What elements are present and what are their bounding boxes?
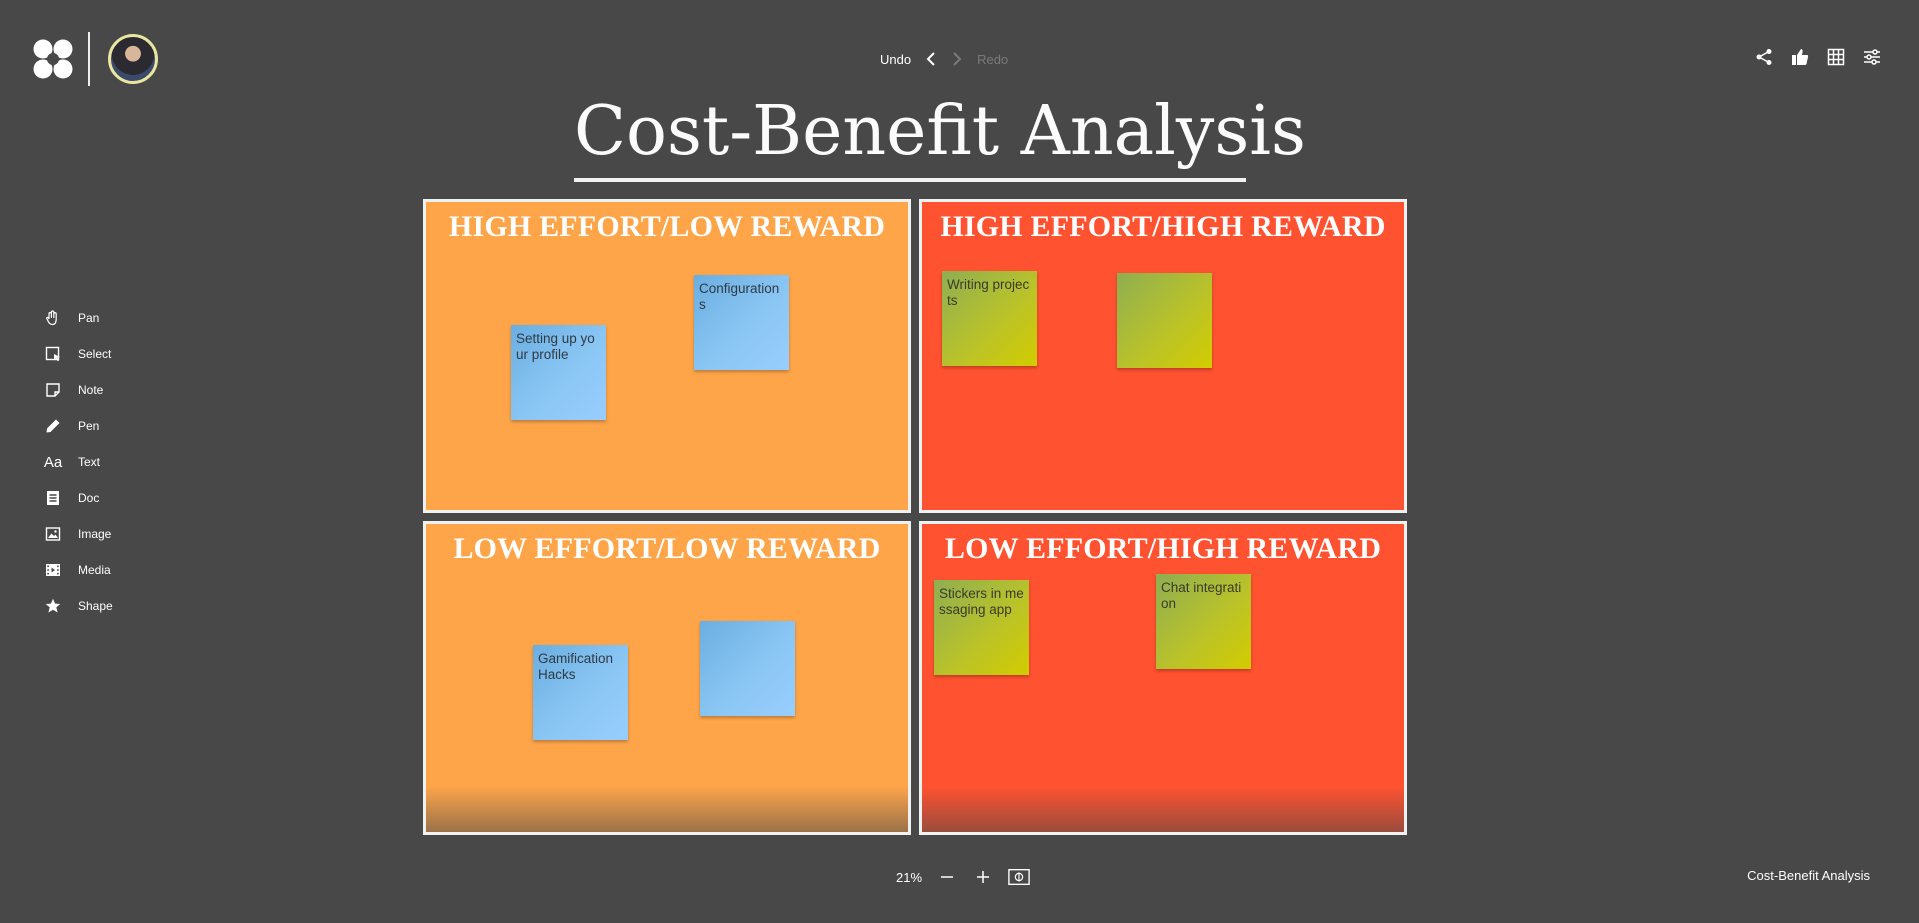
share-icon[interactable] — [1753, 46, 1775, 68]
fit-to-screen-icon[interactable] — [1008, 866, 1030, 888]
title-underline — [574, 178, 1246, 182]
tool-text[interactable]: Aa Text — [40, 444, 113, 480]
app-logo-icon[interactable] — [32, 38, 74, 80]
header-actions — [1753, 46, 1883, 68]
redo-label[interactable]: Redo — [977, 51, 1009, 67]
quadrant-title[interactable]: LOW EFFORT/HIGH REWARD — [944, 532, 1382, 565]
board-name-label: Cost-Benefit Analysis — [1747, 868, 1870, 883]
quadrant-title[interactable]: HIGH EFFORT/LOW REWARD — [448, 210, 886, 243]
text-icon: Aa — [43, 453, 63, 471]
board-title[interactable]: Cost-Benefit Analysis — [574, 92, 1306, 171]
tool-doc[interactable]: Doc — [40, 480, 113, 516]
doc-icon — [40, 488, 66, 508]
tool-pen[interactable]: Pen — [40, 408, 113, 444]
quadrant-title[interactable]: HIGH EFFORT/HIGH REWARD — [940, 210, 1386, 243]
tool-shape[interactable]: Shape — [40, 588, 113, 624]
sticky-note[interactable]: Setting up your profile — [511, 325, 606, 420]
history-controls: Undo Redo — [880, 48, 1008, 70]
quadrant-high-effort-high-reward[interactable]: HIGH EFFORT/HIGH REWARD Writing projects — [919, 199, 1407, 513]
image-icon — [40, 524, 66, 544]
note-icon — [40, 380, 66, 400]
sticky-note[interactable] — [700, 621, 795, 716]
quadrant-low-effort-high-reward[interactable]: LOW EFFORT/HIGH REWARD Stickers in messa… — [919, 521, 1407, 835]
tool-label: Shape — [78, 599, 113, 613]
tool-image[interactable]: Image — [40, 516, 113, 552]
sticky-note[interactable]: Configurations — [694, 275, 789, 370]
tool-note[interactable]: Note — [40, 372, 113, 408]
tool-label: Select — [78, 347, 112, 361]
undo-chevron-left-icon[interactable] — [925, 51, 937, 67]
select-icon — [40, 344, 66, 364]
settings-sliders-icon[interactable] — [1861, 46, 1883, 68]
quadrant-high-effort-low-reward[interactable]: HIGH EFFORT/LOW REWARD Setting up your p… — [423, 199, 911, 513]
sticky-note[interactable]: Writing projects — [942, 271, 1037, 366]
zoom-out-button[interactable] — [936, 866, 958, 888]
quadrant-title[interactable]: LOW EFFORT/LOW REWARD — [453, 532, 881, 565]
tool-label: Text — [78, 455, 101, 469]
tool-label: Doc — [78, 491, 100, 505]
zoom-controls: 21% — [896, 866, 1030, 888]
tool-media[interactable]: Media — [40, 552, 113, 588]
quadrant-shadow — [426, 786, 908, 832]
header-divider — [88, 32, 90, 86]
avatar[interactable] — [108, 34, 158, 84]
thumbs-up-icon[interactable] — [1789, 46, 1811, 68]
sticky-note[interactable] — [1117, 273, 1212, 368]
quadrant-shadow — [922, 786, 1404, 832]
tool-pan[interactable]: Pan — [40, 300, 113, 336]
redo-chevron-right-icon[interactable] — [951, 51, 963, 67]
hand-icon — [40, 308, 66, 328]
tool-select[interactable]: Select — [40, 336, 113, 372]
undo-label[interactable]: Undo — [880, 51, 912, 67]
zoom-in-button[interactable] — [972, 866, 994, 888]
pen-icon — [40, 416, 66, 436]
quadrant-low-effort-low-reward[interactable]: LOW EFFORT/LOW REWARD Gamification Hacks — [423, 521, 911, 835]
tool-palette: Pan Select Note Pen Aa Text Doc Image — [40, 300, 113, 624]
tool-label: Pan — [78, 311, 100, 325]
media-icon — [40, 560, 66, 580]
sticky-note[interactable]: Stickers in messaging app — [934, 580, 1029, 675]
sticky-note[interactable]: Gamification Hacks — [533, 645, 628, 740]
tool-label: Media — [78, 563, 111, 577]
sticky-note[interactable]: Chat integration — [1156, 574, 1251, 669]
tool-label: Note — [78, 383, 104, 397]
zoom-level: 21% — [896, 869, 923, 885]
grid-icon[interactable] — [1825, 46, 1847, 68]
star-icon — [40, 596, 66, 616]
tool-label: Pen — [78, 419, 100, 433]
tool-label: Image — [78, 527, 112, 541]
